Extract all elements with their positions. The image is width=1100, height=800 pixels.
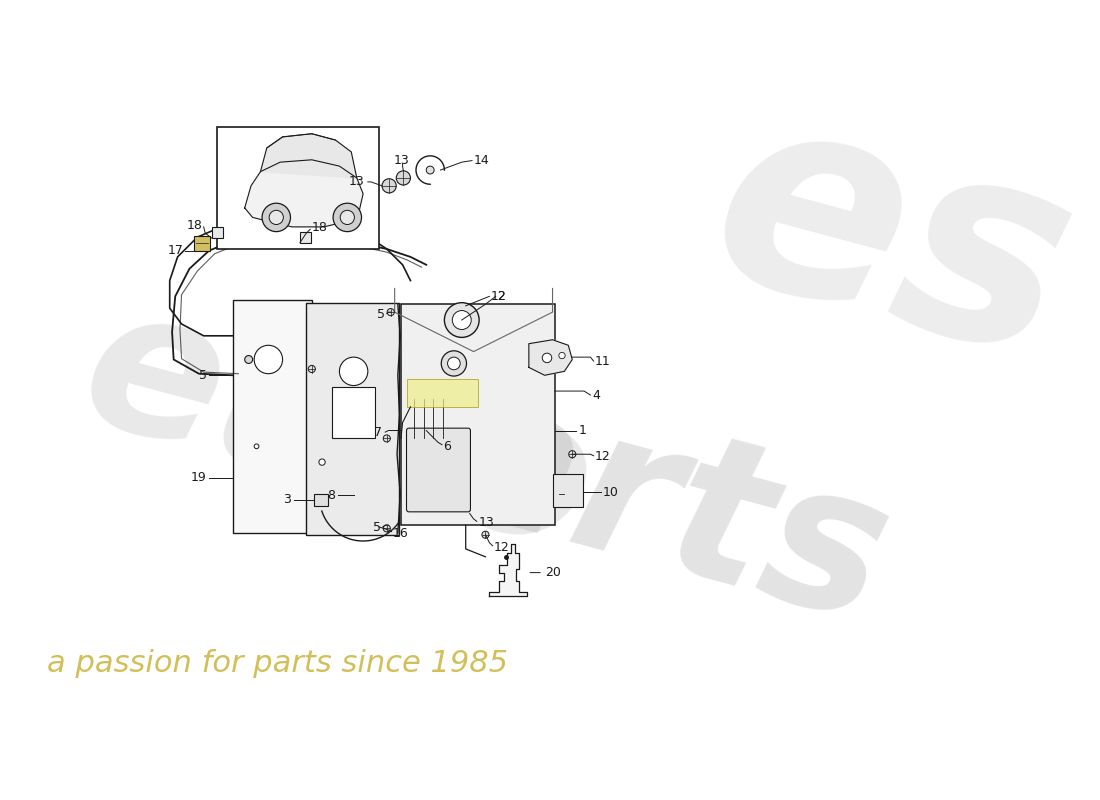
Text: 5: 5 [377,308,385,321]
Circle shape [559,352,565,358]
Text: 1: 1 [579,424,586,437]
Text: 16: 16 [393,526,409,540]
Text: 5: 5 [373,521,382,534]
Circle shape [444,302,480,338]
Circle shape [542,353,552,362]
Text: 8: 8 [328,489,336,502]
Text: 7: 7 [374,426,382,439]
Bar [233,300,311,533]
Circle shape [319,459,326,466]
Text: 11: 11 [595,355,610,368]
Bar [217,126,378,249]
Text: 4: 4 [592,390,600,402]
Text: 3: 3 [283,494,290,506]
Circle shape [254,346,283,374]
Text: 20: 20 [544,566,561,579]
Polygon shape [529,340,572,375]
Circle shape [382,178,396,193]
Text: 2: 2 [497,290,505,303]
Text: 13: 13 [478,515,494,529]
Text: 12: 12 [595,450,610,463]
Polygon shape [244,160,363,227]
Bar [315,494,329,506]
Text: 5: 5 [199,369,207,382]
Text: 19: 19 [191,471,207,484]
FancyBboxPatch shape [407,428,471,512]
Circle shape [254,444,258,449]
Text: 12: 12 [494,541,510,554]
Bar [300,232,311,242]
Circle shape [387,309,394,316]
Polygon shape [490,544,527,596]
Circle shape [569,450,575,458]
Text: a passion for parts since 1985: a passion for parts since 1985 [47,649,508,678]
Bar [195,236,210,250]
Circle shape [340,357,367,386]
Polygon shape [261,134,356,178]
Text: 13: 13 [349,175,365,188]
Text: 18: 18 [186,219,202,232]
Circle shape [383,525,390,532]
Bar [407,379,477,407]
Text: 12: 12 [491,290,507,303]
Text: 17: 17 [167,244,183,257]
Bar [331,387,375,438]
Text: 18: 18 [311,221,328,234]
Text: 6: 6 [443,440,451,453]
Circle shape [270,210,284,225]
Circle shape [333,203,362,232]
Circle shape [441,351,466,376]
Bar [402,304,554,526]
Bar [306,303,399,534]
Circle shape [340,210,354,225]
Circle shape [396,171,410,185]
Text: Parts: Parts [293,324,909,664]
Circle shape [308,366,316,373]
Circle shape [383,435,390,442]
Text: 14: 14 [474,154,490,167]
Text: es: es [686,65,1098,418]
Circle shape [448,357,460,370]
Circle shape [482,531,490,538]
Circle shape [244,355,253,363]
Text: euro: euro [63,270,614,592]
Circle shape [262,203,290,232]
Bar [211,227,222,238]
Circle shape [452,310,471,330]
Bar [552,474,583,507]
Circle shape [426,166,434,174]
Text: 13: 13 [394,154,409,167]
Text: 10: 10 [603,486,619,498]
